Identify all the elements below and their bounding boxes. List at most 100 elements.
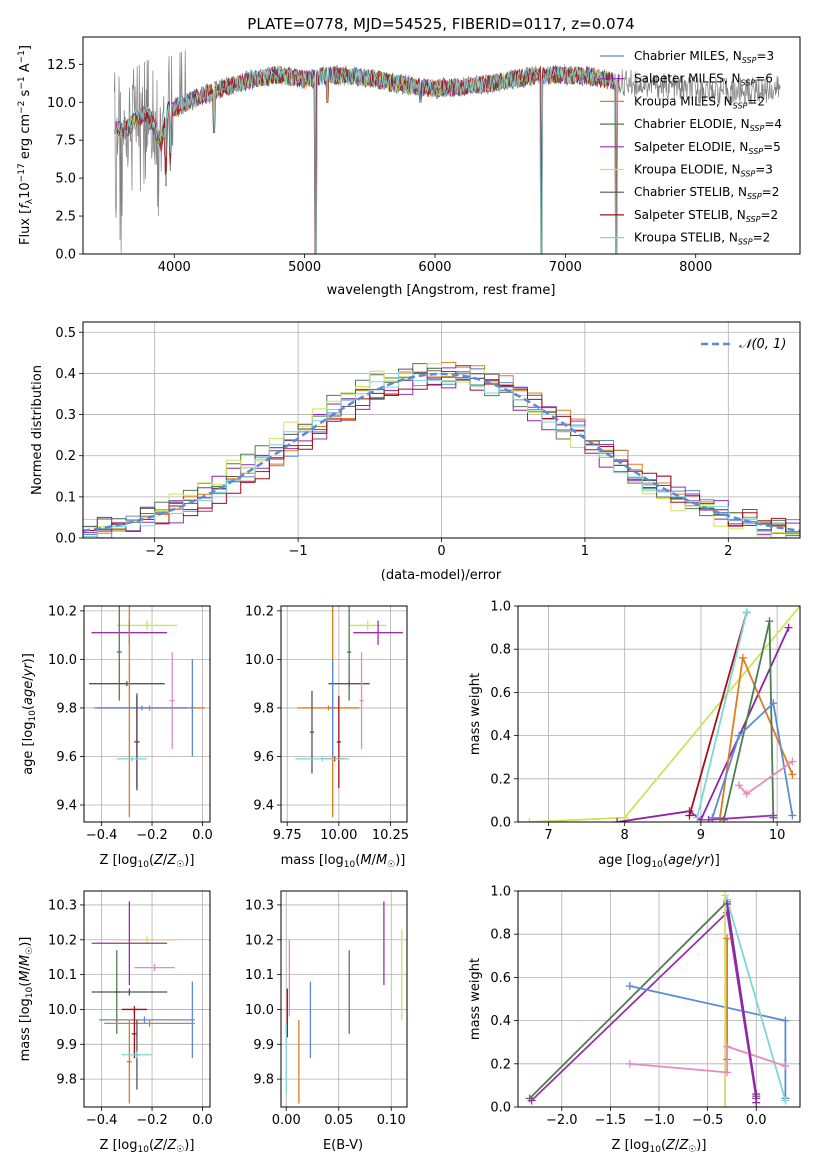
y-tick-label: 0.4: [490, 729, 511, 744]
y-tick-label: 10.0: [48, 1003, 77, 1018]
y-tick-label: 9.9: [56, 1038, 77, 1053]
mass-weight-marker: [723, 1068, 732, 1077]
mass-weight-marker: [704, 815, 713, 822]
y-tick-label: 9.6: [253, 750, 274, 765]
mass-weight-marker: [527, 1096, 536, 1105]
mass-weight-marker: [613, 818, 622, 822]
x-tick-label: 1: [581, 544, 589, 559]
x-tick-label: −1.5: [595, 1113, 627, 1128]
x-tick-label: 0: [437, 544, 445, 559]
mass-weight-vs-metallicity-panel: −2.0 −1.5 −1.0 −0.5 0.0 0.0 0.2 0.4 0.6 0.8 1.0 Z …: [468, 885, 801, 1155]
y-tick-label: 10.0: [245, 653, 274, 668]
y-tick-label: 0.2: [490, 772, 511, 787]
mass-weight-marker: [788, 757, 797, 766]
mass-weight-marker: [721, 1103, 730, 1107]
mass-weight-vs-age-panel: 7 8 9 10 0.0 0.2 0.4 0.6 0.8 1.0 age [log10(age/y…: [468, 600, 801, 870]
y-tick-label: 10.0: [245, 1003, 274, 1018]
x-tick-label: −2: [145, 544, 164, 559]
y-tick-label: 9.8: [56, 1073, 77, 1088]
x-tick-label: −0.4: [86, 1113, 118, 1128]
spectrum-ylabel: Flux [fλ10−17 erg cm−2 s−1 A−1]: [17, 45, 35, 245]
legend-label: Salpeter STELIB, NSSP=2: [634, 208, 778, 224]
mass-weight-line: [629, 1045, 786, 1074]
x-tick-label: 0.0: [746, 1113, 767, 1128]
residuals-panel: −2 −1 0 1 2 0.0 0.1 0.2 0.3 0.4 0.5 (data-model)/e…: [30, 321, 801, 583]
y-tick-label: 10.2: [245, 604, 274, 619]
y-tick-label: 9.6: [56, 750, 77, 765]
spectrum-xlabel: wavelength [Angstrom, rest frame]: [327, 283, 556, 298]
mass-vs-extinction-xlabel: E(B-V): [323, 1138, 363, 1153]
x-tick-label: 10: [769, 828, 786, 843]
x-tick-label: 8000: [679, 260, 712, 275]
y-tick-label: 0.2: [490, 1057, 511, 1072]
y-tick-label: 10.2: [245, 933, 274, 948]
y-tick-label: 0.8: [490, 643, 511, 658]
y-tick-label: 0.3: [55, 408, 76, 423]
y-tick-label: 9.4: [56, 799, 77, 814]
y-tick-label: 10.2: [48, 604, 77, 619]
x-tick-label: −1.0: [643, 1113, 675, 1128]
y-tick-label: 0.4: [55, 367, 76, 382]
mass-vs-extinction-panel: 0.00 0.05 0.10 9.8 9.9 10.0 10.1 10.2 10.3 E(B-V…: [245, 890, 408, 1153]
legend-label: Chabrier ELODIE, NSSP=4: [634, 117, 782, 133]
y-tick-label: 10.1: [245, 968, 274, 983]
spectrum-title: PLATE=0778, MJD=54525, FIBERID=0117, z=0…: [247, 15, 634, 33]
mass-weight-marker: [781, 1061, 790, 1070]
spectrum-frame: [82, 36, 801, 255]
y-tick-label: 10.3: [245, 898, 274, 913]
y-tick-label: 0.8: [490, 928, 511, 943]
mass-weight-marker: [752, 1098, 761, 1107]
mass-weight-marker: [625, 1059, 634, 1068]
y-tick-label: 0.6: [490, 686, 511, 701]
mass-weight-marker: [788, 811, 797, 820]
mass-weight-line: [708, 814, 774, 821]
legend-label: Kroupa STELIB, NSSP=2: [634, 231, 770, 247]
mass-weight-vs-metallicity-xlabel: Z [log10(Z/Z☉)]: [612, 1138, 707, 1155]
x-tick-label: 0.00: [272, 1113, 301, 1128]
x-tick-label: −0.4: [86, 828, 118, 843]
y-tick-label: 9.8: [253, 701, 274, 716]
mass-weight-marker: [723, 934, 732, 943]
x-tick-label: −2.0: [546, 1113, 578, 1128]
mass-weight-marker: [693, 813, 702, 822]
y-tick-label: 0.5: [55, 326, 76, 341]
age-vs-metallicity-panel: −0.4 −0.2 0.0 9.4 9.6 9.8 10.0 10.2 Z [log10(Z/…: [21, 604, 213, 870]
y-tick-label: 7.5: [55, 134, 76, 149]
age-vs-mass-frame: [280, 605, 408, 823]
mass-weight-marker: [721, 891, 730, 900]
legend-label: Chabrier MILES, NSSP=3: [634, 49, 774, 65]
mass-weight-marker: [769, 699, 778, 708]
mass-vs-metallicity-xlabel: Z [log10(Z/Z☉)]: [100, 1138, 195, 1155]
gaussian-reference-curve: [83, 372, 800, 533]
gaussian-legend-label: 𝒩(0, 1): [739, 337, 786, 352]
mass-weight-marker: [788, 770, 797, 779]
y-tick-label: 0.4: [490, 1014, 511, 1029]
mass-vs-extinction-frame: [280, 890, 408, 1108]
y-tick-label: 0.0: [55, 248, 76, 263]
mass-weight-marker: [685, 811, 694, 820]
spectrum-panel: PLATE=0778, MJD=54525, FIBERID=0117, z=0…: [17, 15, 801, 298]
y-tick-label: 0.1: [55, 490, 76, 505]
y-tick-label: 10.1: [48, 968, 77, 983]
x-tick-label: 5000: [288, 260, 321, 275]
mass-weight-line: [616, 627, 790, 822]
mass-weight-marker: [769, 811, 778, 820]
y-tick-label: 1.0: [490, 600, 511, 615]
y-tick-label: 10.0: [47, 96, 76, 111]
x-tick-label: 7: [544, 828, 552, 843]
x-tick-label: −0.2: [136, 1113, 168, 1128]
mass-vs-metallicity-frame: [83, 890, 211, 1108]
legend-label: Kroupa MILES, NSSP=2: [634, 94, 765, 110]
spectrum-legend: Chabrier MILES, NSSP=3 Salpeter MILES, NS…: [600, 49, 782, 247]
mass-weight-vs-metallicity-ylabel: mass weight: [468, 958, 483, 1040]
x-tick-label: 0.0: [192, 828, 213, 843]
y-tick-label: 9.8: [253, 1073, 274, 1088]
age-vs-metallicity-frame: [83, 605, 211, 823]
y-tick-label: 9.9: [253, 1038, 274, 1053]
legend-label: Salpeter ELODIE, NSSP=5: [634, 140, 781, 156]
x-tick-label: 8: [621, 828, 629, 843]
legend-label: Kroupa ELODIE, NSSP=3: [634, 163, 773, 179]
residuals-legend: 𝒩(0, 1): [701, 337, 786, 352]
mass-vs-metallicity-panel: −0.4 −0.2 0.0 9.8 9.9 10.0 10.1 10.2 10.3 Z [log…: [18, 890, 213, 1155]
